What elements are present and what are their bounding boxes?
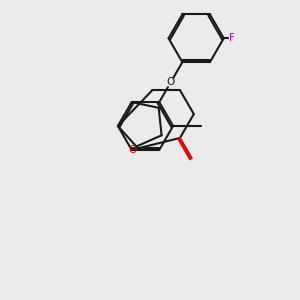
Text: F: F [229, 33, 235, 43]
Text: O: O [167, 77, 175, 88]
Text: O: O [128, 145, 136, 155]
